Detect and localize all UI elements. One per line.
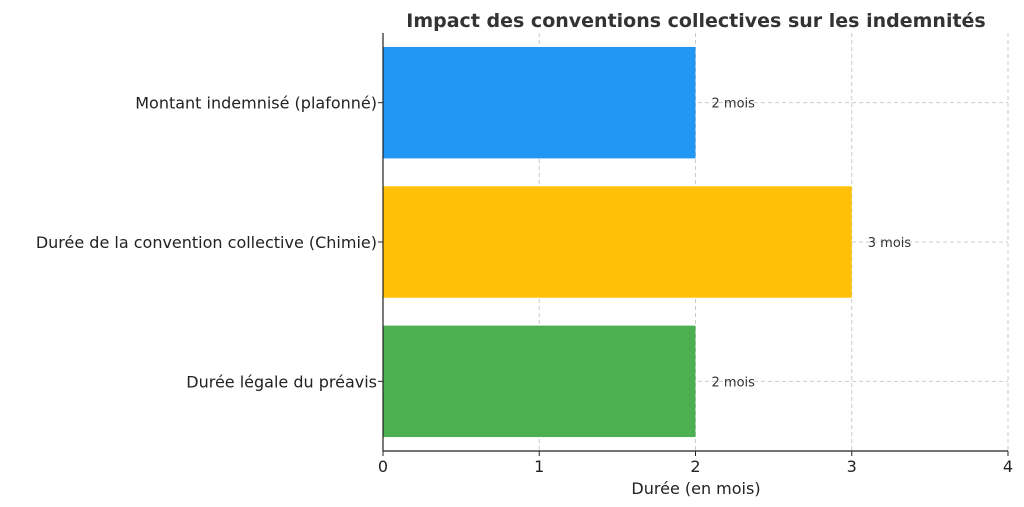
category-label: Durée légale du préavis <box>186 372 377 391</box>
data-label: 2 mois <box>712 375 756 390</box>
bar <box>383 325 696 438</box>
x-tick-label: 4 <box>1003 457 1013 476</box>
chart-title: Impact des conventions collectives sur l… <box>406 10 985 32</box>
data-label: 2 mois <box>712 97 756 112</box>
labels: 0 1 2 3 4 Montant indemnisé (plafonné) Durée d… <box>36 94 1013 476</box>
x-tick-label: 3 <box>847 457 857 476</box>
x-tick-label: 0 <box>378 457 388 476</box>
data-label: 3 mois <box>868 236 912 251</box>
x-axis-title: Durée (en mois) <box>631 479 760 498</box>
bar <box>383 46 696 159</box>
category-label: Montant indemnisé (plafonné) <box>135 94 377 113</box>
bars <box>383 46 852 438</box>
axes <box>378 33 1009 456</box>
x-tick-label: 1 <box>534 457 544 476</box>
x-tick-label: 2 <box>690 457 700 476</box>
bar <box>383 186 852 298</box>
grid <box>382 33 1009 451</box>
category-label: Durée de la convention collective (Chimi… <box>36 233 377 252</box>
